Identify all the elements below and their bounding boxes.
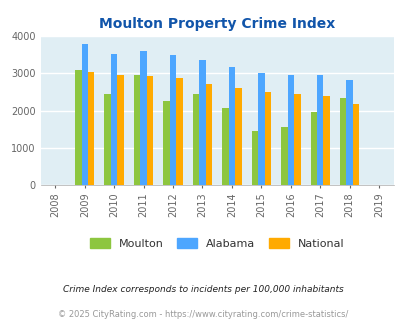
Bar	[134, 75, 140, 185]
Bar	[280, 126, 287, 185]
Bar	[287, 75, 293, 185]
Bar	[81, 45, 88, 185]
Text: Crime Index corresponds to incidents per 100,000 inhabitants: Crime Index corresponds to incidents per…	[62, 285, 343, 294]
Bar	[176, 78, 182, 185]
Bar	[88, 72, 94, 185]
Bar	[117, 75, 124, 185]
Bar	[147, 77, 153, 185]
Bar	[251, 131, 258, 185]
Bar	[163, 101, 169, 185]
Bar	[192, 94, 199, 185]
Bar	[234, 88, 241, 185]
Bar	[222, 108, 228, 185]
Bar	[323, 96, 329, 185]
Bar	[264, 92, 271, 185]
Bar	[345, 80, 352, 185]
Bar	[258, 74, 264, 185]
Bar	[104, 94, 111, 185]
Bar	[140, 51, 147, 185]
Bar	[310, 112, 316, 185]
Bar	[293, 94, 300, 185]
Bar	[339, 98, 345, 185]
Bar	[169, 55, 176, 185]
Bar	[111, 54, 117, 185]
Bar	[316, 75, 323, 185]
Title: Moulton Property Crime Index: Moulton Property Crime Index	[99, 17, 335, 31]
Text: © 2025 CityRating.com - https://www.cityrating.com/crime-statistics/: © 2025 CityRating.com - https://www.city…	[58, 310, 347, 319]
Bar	[199, 60, 205, 185]
Bar	[228, 68, 234, 185]
Bar	[75, 70, 81, 185]
Legend: Moulton, Alabama, National: Moulton, Alabama, National	[87, 235, 347, 252]
Bar	[352, 104, 358, 185]
Bar	[205, 84, 212, 185]
